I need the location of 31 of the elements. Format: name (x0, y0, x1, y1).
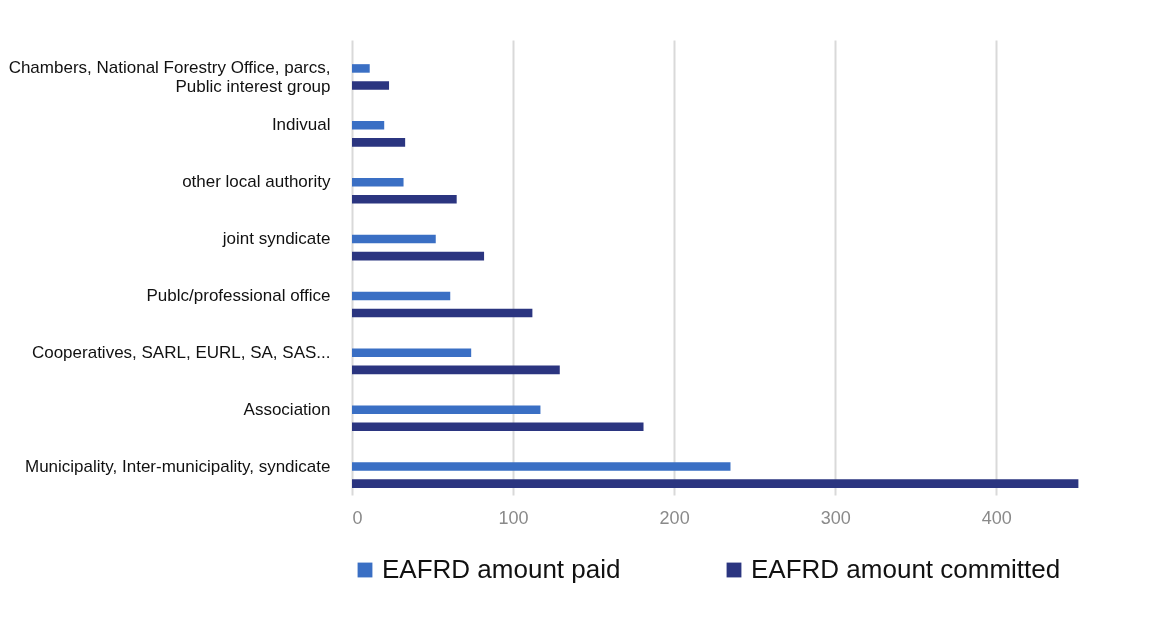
legend-label: EAFRD amount committed (751, 554, 1061, 584)
bar (352, 64, 370, 73)
x-tick-label: 300 (820, 507, 851, 528)
y-tick-label: other local authority (182, 172, 331, 192)
y-tick-label: Association (243, 399, 331, 419)
bar (352, 234, 436, 244)
x-tick-label: 0 (352, 507, 363, 528)
x-tick-label: 400 (981, 507, 1012, 528)
bar (352, 251, 485, 261)
x-tick-label: 100 (498, 507, 529, 528)
y-tick-label: Municipality, Inter-municipality, syndicate (25, 456, 331, 476)
bar (352, 422, 644, 432)
x-tick-label: 200 (659, 507, 690, 528)
bar (352, 81, 390, 90)
legend-label: EAFRD amount paid (382, 554, 621, 584)
y-tick-label: Publc/professional office (146, 285, 331, 305)
bar (352, 121, 385, 130)
y-tick-label: Indivual (271, 115, 331, 135)
bar (352, 308, 533, 318)
bar (352, 479, 1079, 488)
bar (352, 138, 406, 147)
bar (352, 365, 560, 375)
bar (352, 462, 731, 471)
y-tick-label: Cooperatives, SARL, EURL, SA, SAS... (31, 342, 331, 362)
bar (352, 291, 451, 301)
bar (352, 348, 472, 358)
bar (352, 194, 457, 204)
y-tick-label: Chambers, National Forestry Office, parcs, Public interest group (8, 58, 331, 97)
bar (352, 177, 404, 187)
y-tick-label: joint syndicate (221, 229, 331, 249)
bar (352, 405, 541, 414)
